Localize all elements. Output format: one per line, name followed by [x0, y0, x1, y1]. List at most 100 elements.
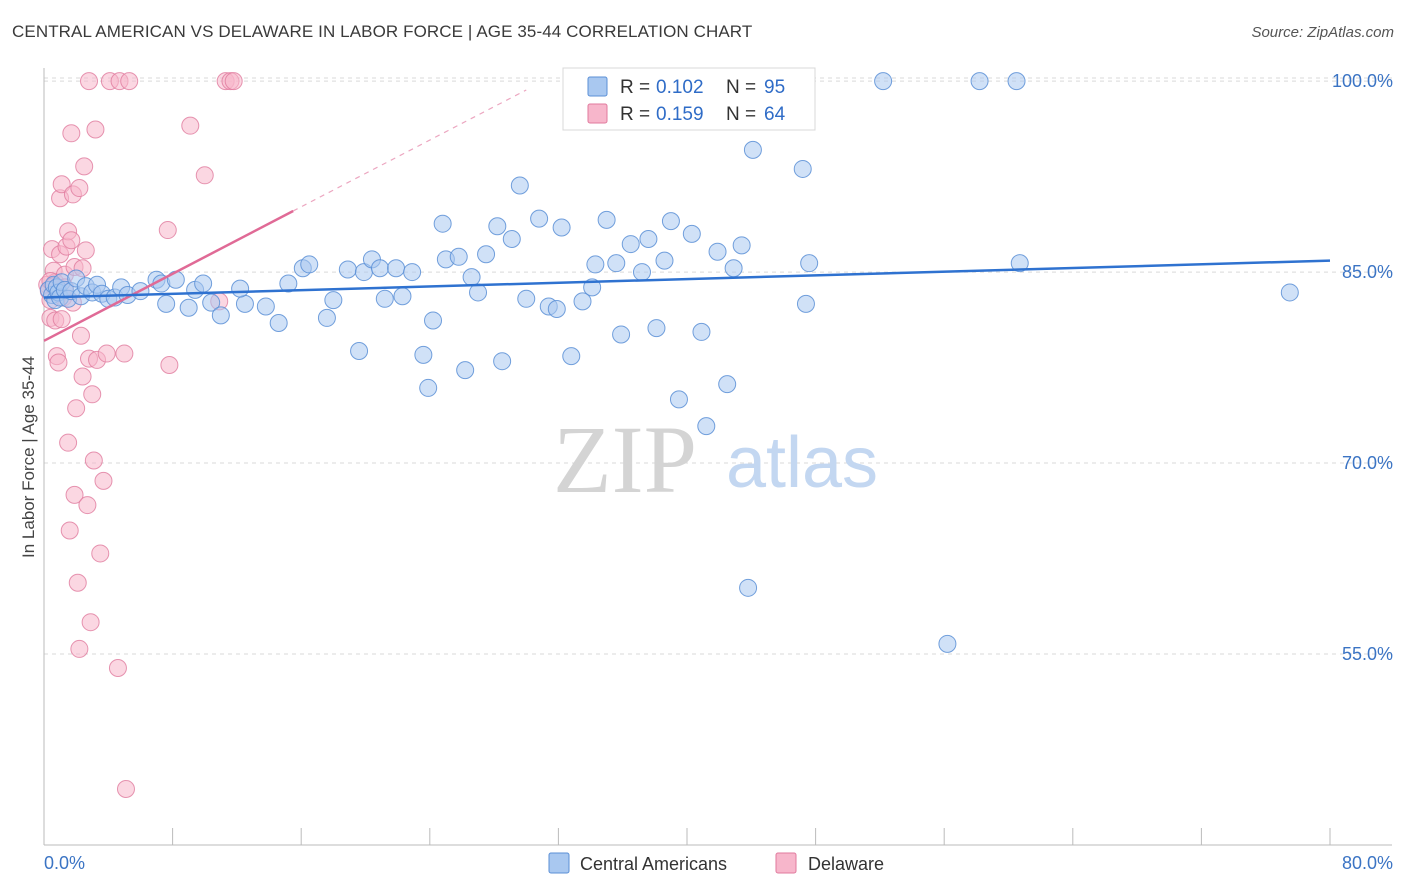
y-tick-label-1: 70.0%: [1342, 453, 1393, 473]
y-tick-label-3: 100.0%: [1332, 71, 1393, 91]
delaware-point-18: [60, 521, 79, 540]
tick-labels: 55.0% 70.0% 85.0% 100.0% 0.0% 80.0%: [44, 71, 1393, 873]
delaware-point-31: [75, 157, 94, 176]
y-axis-label: In Labor Force | Age 35-44: [19, 356, 38, 558]
delaware-point-25: [68, 573, 87, 592]
delaware-trend-extension: [292, 89, 527, 212]
central-americans-point-81: [669, 390, 688, 409]
source-label: Source: ZipAtlas.com: [1251, 24, 1394, 41]
central-americans-point-34: [269, 314, 288, 332]
central-americans-point-98: [1010, 254, 1029, 273]
delaware-point-30: [73, 367, 92, 386]
y-tick-label-2: 85.0%: [1342, 262, 1393, 282]
central-americans-point-76: [632, 263, 651, 282]
delaware-point-22: [65, 485, 84, 504]
central-americans-point-32: [231, 279, 250, 298]
central-americans-point-26: [179, 298, 198, 317]
central-americans-point-62: [510, 176, 529, 195]
legend-swatch-blue: [587, 76, 608, 97]
central-americans-point-39: [324, 291, 343, 310]
delaware-point-32: [76, 241, 95, 260]
central-americans-point-68: [562, 347, 581, 366]
delaware-point-57: [80, 72, 99, 91]
central-americans-point-30: [211, 306, 230, 325]
bottom-legend-swatch-pink: [775, 852, 797, 874]
central-americans-point-61: [502, 229, 521, 248]
chart-title: CENTRAL AMERICAN VS DELAWARE IN LABOR FO…: [12, 22, 753, 41]
delaware-point-41: [94, 471, 113, 490]
central-americans-point-33: [256, 297, 275, 316]
central-americans-point-49: [414, 345, 433, 364]
legend-n-value-2: 64: [764, 104, 786, 125]
delaware-point-62: [52, 310, 71, 329]
central-americans-point-80: [661, 212, 680, 231]
legend-r-label-1: R =: [620, 77, 650, 98]
x-tick-label-1: 80.0%: [1342, 853, 1393, 873]
central-americans-point-44: [370, 259, 389, 278]
x-tick-label-0: 0.0%: [44, 853, 85, 873]
central-americans-point-99: [1280, 283, 1299, 302]
central-americans-point-35: [279, 274, 298, 293]
central-americans-point-75: [621, 235, 640, 254]
delaware-point-44: [108, 659, 127, 678]
central-americans-point-25: [166, 270, 185, 289]
central-americans-trend-line: [43, 259, 1331, 299]
y-tick-label-0: 55.0%: [1342, 644, 1393, 664]
central-americans-point-29: [202, 293, 221, 312]
central-americans-point-41: [350, 342, 369, 361]
delaware-point-24: [67, 399, 86, 418]
delaware-point-35: [81, 613, 100, 632]
central-americans-point-73: [607, 254, 626, 273]
central-americans-point-48: [403, 263, 422, 282]
central-americans-point-86: [718, 375, 737, 394]
central-americans-point-40: [338, 260, 357, 279]
watermark-atlas: atlas: [726, 423, 878, 503]
delaware-point-27: [70, 639, 89, 658]
central-americans-point-54: [449, 247, 468, 266]
central-americans-point-24: [157, 294, 176, 313]
watermark: ZIP atlas: [553, 406, 878, 513]
central-americans-point-69: [573, 292, 592, 311]
central-americans-point-94: [874, 72, 893, 91]
axes: [43, 68, 1392, 846]
central-americans-point-60: [493, 352, 512, 371]
central-americans-point-67: [552, 218, 571, 237]
central-americans-point-91: [793, 159, 812, 178]
delaware-trend-line: [43, 209, 294, 342]
central-americans-point-47: [393, 287, 412, 306]
legend-r-label-2: R =: [620, 104, 650, 125]
central-americans-point-51: [424, 311, 443, 330]
central-americans-point-55: [456, 361, 475, 380]
bottom-legend: Central Americans Delaware: [548, 852, 884, 874]
delaware-point-56: [224, 72, 243, 91]
central-americans-point-46: [387, 259, 406, 278]
central-americans-point-59: [488, 217, 507, 236]
central-americans-point-37: [300, 255, 319, 274]
legend: R = 0.102 N = 95 R = 0.159 N = 64: [562, 67, 816, 131]
delaware-point-36: [83, 385, 102, 404]
delaware-point-37: [84, 451, 103, 470]
legend-n-label-2: N =: [726, 104, 756, 125]
legend-r-value-2: 0.159: [656, 104, 704, 125]
central-americans-point-87: [724, 259, 743, 278]
delaware-point-33: [78, 496, 97, 515]
bottom-legend-swatch-blue: [548, 852, 570, 874]
central-americans-point-88: [732, 236, 751, 255]
delaware-points: [38, 72, 243, 798]
delaware-point-46: [115, 344, 134, 363]
central-americans-point-74: [612, 325, 631, 344]
central-americans-point-52: [433, 214, 452, 233]
central-americans-point-31: [235, 294, 254, 313]
central-americans-point-38: [317, 308, 336, 327]
delaware-point-9: [49, 353, 68, 372]
central-americans-point-96: [970, 72, 989, 91]
trend-lines: [43, 89, 1331, 342]
central-americans-point-28: [194, 274, 213, 293]
legend-n-value-1: 95: [764, 77, 785, 98]
delaware-point-40: [91, 544, 110, 563]
central-americans-point-71: [586, 255, 605, 274]
watermark-zip: ZIP: [553, 406, 697, 513]
central-americans-point-85: [708, 242, 727, 261]
central-americans-point-72: [597, 210, 616, 229]
